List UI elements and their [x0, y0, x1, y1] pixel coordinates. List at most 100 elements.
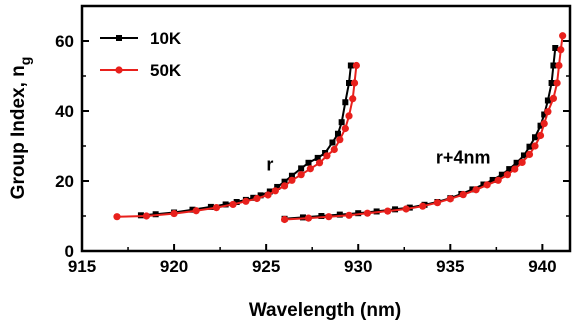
legend-marker — [115, 66, 123, 74]
legend: 10K 50K — [100, 29, 182, 80]
legend-label-50K: 50K — [150, 61, 182, 80]
series-10K-point — [314, 154, 321, 161]
series-10K-line-1 — [140, 65, 352, 217]
legend-label-10K: 10K — [150, 29, 182, 48]
series-10K-point — [281, 178, 288, 185]
series-10K-point — [506, 166, 513, 173]
series-10K-point — [537, 122, 544, 129]
series-50K-point — [325, 213, 333, 221]
series-10K-point — [548, 80, 555, 86]
series-10K-point — [329, 139, 336, 146]
legend-item-50K: 50K — [100, 61, 182, 80]
series-10K-point — [288, 172, 295, 179]
series-50K-point — [306, 165, 314, 173]
series-10K-point — [336, 211, 343, 218]
series-50K-point — [341, 124, 349, 133]
series-10K-point — [207, 203, 214, 210]
series-50K-point — [288, 176, 296, 184]
series-10K-point — [544, 97, 551, 104]
series-10K-point — [222, 201, 229, 208]
series-50K-point — [304, 214, 313, 222]
series-50K-point — [113, 213, 121, 221]
x-axis-title: Wavelength (nm) — [249, 300, 401, 321]
series-50K-point — [384, 207, 392, 215]
annotation-1: r — [266, 155, 273, 175]
curve-annotations: r r+4nm — [266, 148, 490, 175]
y-axis-title-main: Group Index, n — [8, 65, 29, 199]
y-axis-title: Group Index, ng — [8, 57, 33, 200]
series-50K-point — [555, 61, 563, 70]
series-50K-point — [503, 171, 511, 179]
series-50K-point — [280, 182, 289, 190]
series-10K-point — [513, 159, 520, 166]
series-50K-point — [446, 195, 454, 203]
series-50K — [113, 32, 567, 224]
y-tick-label-20: 20 — [55, 172, 74, 191]
x-tick-label-935: 935 — [436, 257, 464, 276]
series-10K-point — [257, 192, 264, 199]
series-50K-point — [557, 46, 565, 54]
series-10K-point — [550, 62, 557, 69]
legend-marker — [116, 35, 122, 41]
series-50K-point — [419, 202, 427, 210]
series-50K-point — [264, 191, 272, 199]
series-10K-point — [498, 171, 505, 178]
y-tick-label-60: 60 — [55, 32, 74, 51]
y-axis-ticks: 0 20 40 60 — [55, 32, 89, 261]
series-50K-point — [192, 207, 200, 215]
series-10K-point — [299, 214, 306, 221]
series-50K-line-2 — [284, 35, 564, 221]
x-tick-label-920: 920 — [160, 257, 188, 276]
series-10K-point — [532, 134, 539, 141]
series-50K-point — [459, 191, 467, 199]
series-50K-point — [170, 209, 178, 218]
series-50K-point — [323, 152, 331, 160]
series-50K-point — [271, 187, 279, 195]
series-50K-point — [518, 158, 526, 167]
series-10K-line-2 — [284, 47, 557, 220]
series-50K-point — [511, 165, 519, 173]
series-50K-point — [352, 61, 360, 70]
x-tick-label-915: 915 — [68, 257, 96, 276]
series-10K-point — [489, 176, 496, 183]
series-50K-point — [297, 171, 305, 179]
series-50K-point — [553, 79, 561, 87]
series-50K-point — [336, 136, 344, 144]
series-10K-point — [355, 210, 362, 217]
series-50K-point — [402, 205, 410, 213]
series-10K-point — [318, 213, 325, 219]
series-10K-point — [233, 199, 240, 205]
series-10K-point — [469, 186, 476, 193]
series-10K-point — [526, 143, 533, 150]
series-10K-point — [347, 62, 354, 69]
series-50K-point — [253, 194, 261, 203]
series-10K-point — [334, 130, 341, 137]
series-50K-point — [330, 145, 338, 154]
series-50K-line-1 — [116, 65, 358, 218]
series-50K-point — [345, 112, 353, 120]
series-10K-point — [266, 188, 273, 195]
series-50K-point — [531, 142, 539, 150]
series-50K-point — [483, 181, 491, 189]
series-50K-point — [212, 204, 221, 212]
series-50K-point — [494, 176, 502, 184]
y-axis-title-subscript: g — [17, 57, 33, 66]
series-50K-point — [559, 32, 567, 40]
series-50K-point — [280, 215, 289, 224]
series-10K-point — [552, 45, 559, 51]
series-10K-point — [298, 165, 305, 172]
series-50K-point — [536, 131, 545, 140]
series-10K-point — [305, 159, 312, 166]
series-10K-point — [541, 111, 548, 118]
series-10K-point — [274, 183, 281, 190]
x-axis-ticks: 915 920 925 930 935 940 — [68, 244, 557, 276]
series-10K-point — [338, 119, 345, 126]
legend-item-10K: 10K — [100, 29, 182, 48]
series-10K-point — [342, 99, 349, 106]
series-10K-point — [480, 181, 487, 188]
data-curves — [113, 32, 567, 224]
series-50K-point — [142, 212, 151, 220]
series-50K-point — [350, 79, 359, 87]
series-50K-point — [544, 108, 552, 116]
